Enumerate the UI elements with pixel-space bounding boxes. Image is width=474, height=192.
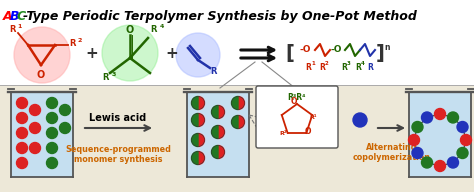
Text: O: O [291, 98, 297, 107]
Wedge shape [218, 146, 225, 159]
Circle shape [46, 98, 57, 108]
Text: -O: -O [300, 46, 311, 55]
Circle shape [60, 104, 71, 116]
Text: +: + [86, 46, 99, 60]
Circle shape [447, 112, 458, 123]
Circle shape [17, 113, 27, 123]
Circle shape [60, 122, 71, 133]
Text: A: A [3, 10, 13, 23]
Circle shape [421, 157, 432, 168]
Wedge shape [231, 97, 238, 109]
Circle shape [412, 147, 423, 159]
Text: Alternating: Alternating [366, 143, 418, 152]
Text: R: R [211, 68, 217, 76]
Text: C: C [17, 10, 26, 23]
Circle shape [102, 25, 158, 81]
Bar [409, 92, 471, 177]
Wedge shape [211, 105, 218, 118]
Circle shape [17, 142, 27, 153]
Text: R: R [10, 26, 16, 35]
Circle shape [412, 122, 423, 132]
Text: R: R [103, 74, 109, 83]
Wedge shape [191, 151, 198, 165]
Text: R: R [355, 63, 361, 72]
FancyBboxPatch shape [256, 86, 338, 148]
Text: R²: R² [280, 132, 287, 137]
Circle shape [176, 33, 220, 77]
Text: 1: 1 [18, 25, 22, 30]
Text: O: O [304, 127, 310, 137]
Text: R: R [341, 63, 347, 72]
Text: Sequence-programmed: Sequence-programmed [65, 146, 171, 155]
Circle shape [17, 127, 27, 138]
Text: R: R [151, 26, 157, 35]
Circle shape [17, 98, 27, 108]
Circle shape [435, 161, 446, 171]
Wedge shape [191, 113, 198, 127]
Circle shape [46, 127, 57, 138]
Bar [0, 85, 474, 192]
Wedge shape [211, 146, 218, 159]
Circle shape [447, 157, 458, 168]
Bar [11, 92, 73, 177]
Text: [: [ [285, 45, 294, 64]
Circle shape [457, 147, 468, 159]
Wedge shape [198, 151, 204, 165]
Text: R: R [319, 63, 325, 72]
Text: +: + [165, 46, 178, 60]
Text: ]: ] [376, 45, 385, 64]
Circle shape [421, 112, 432, 123]
Bar [187, 92, 249, 177]
Circle shape [29, 142, 40, 153]
Text: R: R [305, 63, 311, 72]
Text: R: R [367, 63, 373, 72]
Wedge shape [198, 97, 204, 109]
Text: copolymerization: copolymerization [353, 153, 431, 162]
Wedge shape [191, 97, 198, 109]
Text: B: B [10, 10, 19, 23]
Text: 4: 4 [361, 61, 365, 66]
Text: R¹: R¹ [310, 115, 317, 120]
Text: 4: 4 [160, 25, 164, 30]
Text: 3: 3 [112, 73, 116, 78]
Text: 3: 3 [347, 61, 351, 66]
Circle shape [29, 122, 40, 133]
Circle shape [46, 157, 57, 169]
Text: 1: 1 [311, 61, 315, 66]
Text: O: O [37, 70, 45, 80]
Circle shape [46, 142, 57, 153]
Wedge shape [218, 126, 225, 138]
Text: 2: 2 [78, 39, 82, 44]
Text: R: R [70, 40, 76, 49]
Circle shape [409, 135, 419, 146]
Wedge shape [198, 113, 204, 127]
Circle shape [461, 135, 472, 146]
Text: O: O [126, 25, 134, 35]
Circle shape [17, 157, 27, 169]
Wedge shape [231, 116, 238, 128]
Circle shape [29, 104, 40, 116]
Text: monomer synthesis: monomer synthesis [74, 156, 162, 165]
Wedge shape [218, 105, 225, 118]
Circle shape [353, 113, 367, 127]
Circle shape [14, 27, 70, 83]
Wedge shape [211, 126, 218, 138]
Text: R³R⁴: R³R⁴ [288, 93, 306, 102]
Wedge shape [238, 116, 245, 128]
Circle shape [457, 122, 468, 132]
Wedge shape [238, 97, 245, 109]
Text: n: n [384, 44, 390, 52]
Text: -O: -O [331, 46, 343, 55]
Circle shape [435, 108, 446, 119]
Wedge shape [198, 133, 204, 146]
Text: Lewis acid: Lewis acid [90, 113, 146, 123]
Text: 2: 2 [325, 61, 329, 66]
Wedge shape [191, 133, 198, 146]
Circle shape [46, 113, 57, 123]
Text: -Type Periodic Terpolymer Synthesis by One-Pot Method: -Type Periodic Terpolymer Synthesis by O… [23, 10, 417, 23]
